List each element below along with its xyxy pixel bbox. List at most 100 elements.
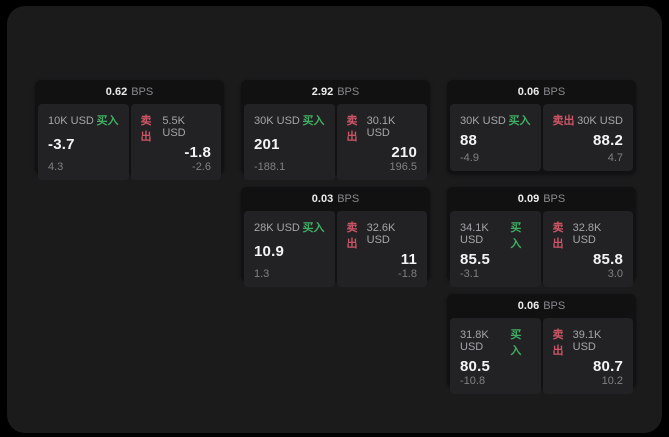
buy-amount: 30K USD: [460, 115, 506, 127]
spread-value: 2.92: [311, 86, 334, 98]
buy-tile-header: 34.1K USD 买入: [460, 219, 531, 251]
buy-tile-header: 30K USD 买入: [460, 112, 531, 128]
quote-sides: 10K USD 买入 -3.7 4.3 卖出 5.5K USD -1.8 -2.…: [35, 104, 224, 183]
buy-label: 买入: [510, 222, 522, 250]
buy-price: 88: [460, 131, 478, 149]
buy-tile[interactable]: 30K USD 买入 88 -4.9: [450, 104, 541, 171]
bps-unit-label: BPS: [543, 193, 566, 205]
sell-price: 11: [400, 251, 417, 268]
sell-tile[interactable]: 卖出 30.1K USD 210 196.5: [336, 104, 427, 180]
sell-amount: 30K USD: [577, 115, 623, 127]
spread-value: 0.09: [517, 193, 540, 205]
sell-price: -1.8: [184, 144, 211, 161]
sell-tile-header: 卖出 30K USD: [553, 112, 624, 128]
spread-header: 0.06 BPS: [447, 294, 636, 318]
buy-delta: -4.9: [460, 152, 479, 164]
sell-label: 卖出: [552, 329, 564, 357]
app-background-panel: 0.62 BPS 10K USD 买入 -3.7 4.3 卖出 5.5K USD: [7, 6, 662, 433]
buy-tile[interactable]: 30K USD 买入 201 -188.1: [244, 104, 335, 180]
buy-price: -3.7: [48, 136, 75, 153]
sell-delta: 10.2: [601, 375, 623, 387]
quote-card: 0.06 BPS 31.8K USD 买入 80.5 -10.8 卖出 39.1…: [447, 294, 636, 394]
spread-header: 0.62 BPS: [35, 80, 224, 104]
buy-delta: 4.3: [48, 161, 64, 173]
sell-label: 卖出: [346, 222, 358, 250]
buy-delta: -10.8: [460, 375, 486, 387]
buy-tile[interactable]: 31.8K USD 买入 80.5 -10.8: [450, 318, 541, 394]
sell-amount: 30.1K USD: [366, 115, 396, 139]
sell-label: 卖出: [552, 222, 564, 250]
buy-tile[interactable]: 10K USD 买入 -3.7 4.3: [38, 104, 129, 180]
buy-label: 买入: [510, 329, 522, 357]
buy-tile-header: 30K USD 买入: [254, 112, 325, 128]
sell-tile-header: 卖出 32.8K USD: [553, 219, 624, 251]
spread-value: 0.03: [311, 193, 334, 205]
quote-card: 0.03 BPS 28K USD 买入 10.9 1.3 卖出 32.6K US…: [241, 187, 430, 287]
sell-tile-header: 卖出 39.1K USD: [553, 326, 624, 358]
bps-unit-label: BPS: [337, 86, 360, 98]
quote-card: 0.09 BPS 34.1K USD 买入 85.5 -3.1 卖出 32.8K…: [447, 187, 636, 287]
buy-label: 买入: [96, 115, 119, 127]
buy-tile-header: 31.8K USD 买入: [460, 326, 531, 358]
sell-amount: 32.6K USD: [366, 222, 396, 246]
spread-value: 0.62: [105, 86, 128, 98]
buy-price: 85.5: [460, 251, 490, 268]
sell-label: 卖出: [552, 115, 575, 127]
sell-amount: 5.5K USD: [162, 115, 186, 139]
sell-price: 85.8: [593, 251, 623, 268]
buy-tile-header: 10K USD 买入: [48, 112, 119, 128]
buy-amount: 30K USD: [254, 115, 300, 127]
quote-card: 0.62 BPS 10K USD 买入 -3.7 4.3 卖出 5.5K USD: [35, 80, 224, 180]
buy-amount: 31.8K USD: [460, 329, 489, 353]
sell-tile[interactable]: 卖出 32.8K USD 85.8 3.0: [542, 211, 633, 287]
buy-amount: 28K USD: [254, 222, 300, 234]
buy-price: 201: [254, 136, 280, 153]
sell-tile[interactable]: 卖出 32.6K USD 11 -1.8: [336, 211, 427, 287]
buy-label: 买入: [508, 115, 531, 127]
spread-value: 0.06: [517, 86, 540, 98]
buy-price: 80.5: [460, 358, 490, 375]
bps-unit-label: BPS: [543, 300, 566, 312]
bps-unit-label: BPS: [337, 193, 360, 205]
sell-tile[interactable]: 卖出 39.1K USD 80.7 10.2: [542, 318, 633, 394]
sell-amount: 39.1K USD: [572, 329, 602, 353]
sell-price: 88.2: [593, 131, 623, 149]
buy-label: 买入: [302, 222, 325, 234]
sell-tile[interactable]: 卖出 30K USD 88.2 4.7: [542, 104, 633, 171]
sell-amount: 32.8K USD: [572, 222, 602, 246]
sell-delta: -1.8: [398, 268, 417, 280]
quote-sides: 30K USD 买入 201 -188.1 卖出 30.1K USD 210 1…: [241, 104, 430, 183]
sell-delta: 4.7: [607, 152, 623, 164]
buy-delta: 1.3: [254, 268, 270, 280]
sell-label: 卖出: [346, 115, 358, 143]
sell-delta: 196.5: [389, 161, 417, 173]
buy-amount: 34.1K USD: [460, 222, 489, 246]
spread-header: 2.92 BPS: [241, 80, 430, 104]
buy-delta: -188.1: [254, 161, 286, 173]
quote-sides: 28K USD 买入 10.9 1.3 卖出 32.6K USD 11 -1.8: [241, 211, 430, 290]
quote-sides: 34.1K USD 买入 85.5 -3.1 卖出 32.8K USD 85.8…: [447, 211, 636, 290]
buy-tile[interactable]: 28K USD 买入 10.9 1.3: [244, 211, 335, 287]
spread-header: 0.03 BPS: [241, 187, 430, 211]
sell-delta: 3.0: [607, 268, 623, 280]
quote-sides: 31.8K USD 买入 80.5 -10.8 卖出 39.1K USD 80.…: [447, 318, 636, 397]
buy-tile[interactable]: 34.1K USD 买入 85.5 -3.1: [450, 211, 541, 287]
spread-header: 0.06 BPS: [447, 80, 636, 104]
spread-header: 0.09 BPS: [447, 187, 636, 211]
sell-tile[interactable]: 卖出 5.5K USD -1.8 -2.6: [130, 104, 221, 180]
sell-tile-header: 卖出 32.6K USD: [347, 219, 418, 251]
buy-tile-header: 28K USD 买入: [254, 219, 325, 235]
spread-value: 0.06: [517, 300, 540, 312]
quote-card-grid: 0.62 BPS 10K USD 买入 -3.7 4.3 卖出 5.5K USD: [35, 80, 636, 394]
sell-price: 210: [391, 144, 417, 161]
sell-price: 80.7: [593, 358, 623, 375]
quote-card: 0.06 BPS 30K USD 买入 88 -4.9 卖出 30K USD: [447, 80, 636, 174]
sell-delta: -2.6: [192, 161, 211, 173]
buy-delta: -3.1: [460, 268, 479, 280]
quote-sides: 30K USD 买入 88 -4.9 卖出 30K USD 88.2 4.7: [447, 104, 636, 174]
sell-tile-header: 卖出 5.5K USD: [141, 112, 212, 144]
buy-price: 10.9: [254, 243, 284, 260]
buy-label: 买入: [302, 115, 325, 127]
quote-card: 2.92 BPS 30K USD 买入 201 -188.1 卖出 30.1K …: [241, 80, 430, 180]
bps-unit-label: BPS: [543, 86, 566, 98]
